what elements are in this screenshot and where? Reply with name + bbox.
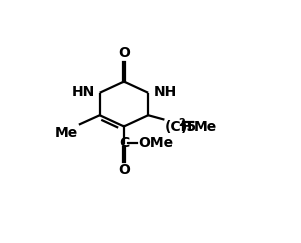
Text: )5: )5 [180, 120, 197, 134]
Text: OMe: OMe [138, 136, 173, 150]
Text: 2: 2 [178, 118, 185, 128]
Text: O: O [118, 46, 130, 60]
Text: (CH: (CH [165, 120, 193, 134]
Text: Me: Me [194, 120, 217, 134]
Text: NH: NH [153, 85, 177, 99]
Text: HN: HN [71, 85, 95, 99]
Text: O: O [118, 163, 130, 177]
Text: Me: Me [55, 126, 78, 140]
Text: C: C [119, 136, 129, 150]
